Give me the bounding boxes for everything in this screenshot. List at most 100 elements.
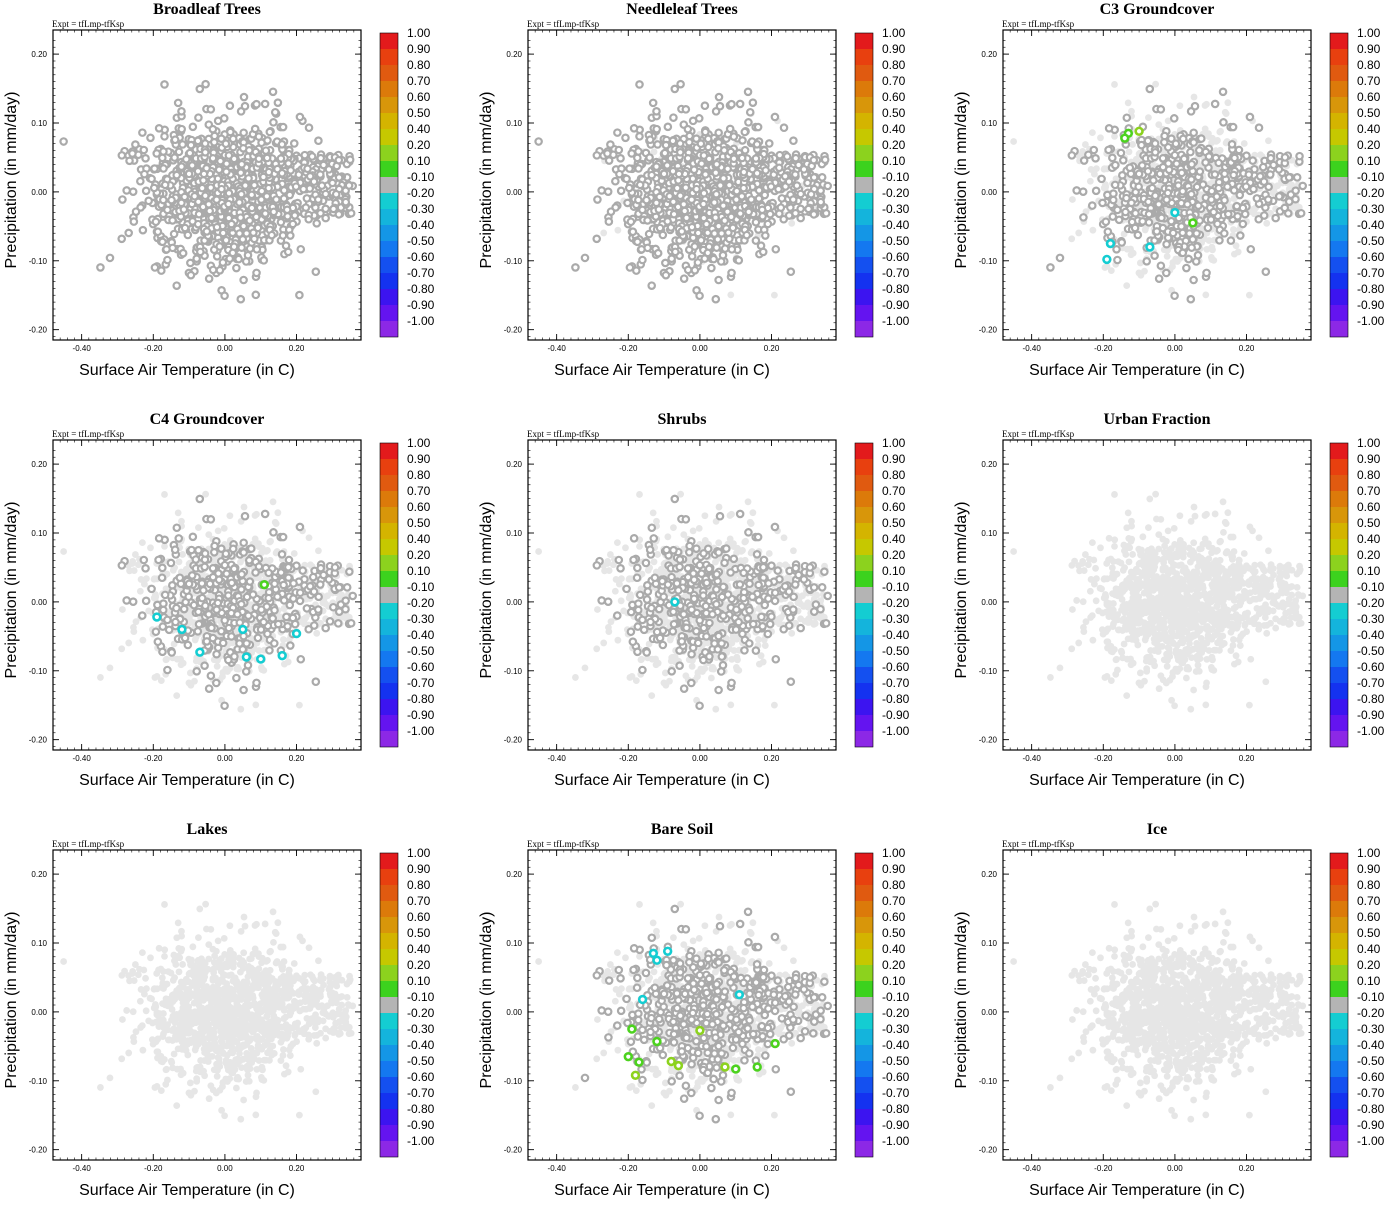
data-point <box>1112 182 1118 188</box>
data-point <box>1236 147 1242 153</box>
data-point <box>309 153 315 159</box>
data-point <box>1210 209 1216 215</box>
data-point <box>647 137 653 143</box>
data-point <box>314 220 320 226</box>
data-point <box>270 119 276 125</box>
colorbar-swatch <box>1330 81 1348 97</box>
data-point <box>535 138 541 144</box>
data-point <box>1181 156 1187 162</box>
highlight-point <box>1136 128 1143 135</box>
data-point <box>240 277 246 283</box>
data-point <box>643 197 649 203</box>
colorbar-swatch <box>855 65 873 81</box>
data-point <box>773 246 779 252</box>
data-point <box>737 101 743 107</box>
data-point <box>692 243 698 249</box>
colorbar: 1.000.900.800.700.600.500.400.200.10-0.1… <box>855 26 910 337</box>
data-point <box>710 256 716 262</box>
data-point <box>1132 210 1138 216</box>
colorbar-swatch <box>855 321 873 337</box>
data-point <box>1089 129 1096 136</box>
data-point <box>1126 148 1133 155</box>
x-axis-label: Surface Air Temperature (in C) <box>79 362 295 379</box>
data-point <box>181 194 187 200</box>
data-point <box>252 701 259 708</box>
data-point <box>1212 171 1218 177</box>
colorbar-swatch <box>1330 161 1348 177</box>
data-point <box>1184 201 1190 207</box>
colorbar-label: 0.10 <box>882 154 906 168</box>
data-point <box>1139 218 1145 224</box>
data-point <box>1145 114 1152 121</box>
data-point <box>794 182 800 188</box>
data-point <box>226 190 232 196</box>
data-point <box>664 162 670 168</box>
chart-title: Needleleaf Trees <box>626 1 738 18</box>
data-point <box>264 155 270 161</box>
data-point <box>754 170 760 176</box>
data-point <box>169 245 175 251</box>
data-point <box>607 141 613 147</box>
data-point <box>189 162 195 168</box>
data-point <box>1254 195 1260 201</box>
colorbar-swatch <box>1330 225 1348 241</box>
data-point <box>1272 215 1278 221</box>
data-point <box>1172 152 1178 158</box>
y-tick-label: 0.20 <box>31 50 47 59</box>
data-point <box>336 211 342 217</box>
data-point <box>1127 165 1133 171</box>
data-point <box>698 141 704 147</box>
colorbar-label: 0.80 <box>407 58 431 72</box>
data-point <box>755 124 761 130</box>
data-point <box>1202 291 1209 298</box>
data-point <box>725 229 731 235</box>
data-point <box>1106 125 1112 131</box>
data-point <box>174 172 180 178</box>
data-point <box>322 206 328 212</box>
data-point <box>161 133 167 139</box>
data-point <box>668 255 674 261</box>
colorbar-swatch <box>1330 97 1348 113</box>
y-tick-label: -0.10 <box>979 257 998 266</box>
data-point <box>1229 141 1235 147</box>
data-point <box>278 155 284 161</box>
colorbar-swatch <box>380 33 398 49</box>
colorbar-label: 0.20 <box>1357 138 1381 152</box>
colorbar-label: 0.40 <box>407 122 431 136</box>
data-point <box>156 125 162 131</box>
data-point <box>663 272 669 278</box>
data-point <box>626 165 632 171</box>
colorbar-label: -0.20 <box>1357 186 1385 200</box>
data-point <box>306 534 313 541</box>
data-point <box>1133 156 1140 163</box>
data-point <box>137 178 143 184</box>
data-point <box>1296 153 1302 159</box>
colorbar-label: -0.90 <box>882 298 910 312</box>
data-point <box>1216 129 1223 136</box>
data-point <box>753 237 759 243</box>
data-point <box>233 265 239 271</box>
data-point <box>685 267 691 273</box>
data-point <box>1286 174 1292 180</box>
data-point <box>624 200 630 206</box>
data-point <box>304 166 310 172</box>
data-point <box>237 214 243 220</box>
data-point <box>1116 217 1122 223</box>
data-point <box>600 230 607 237</box>
data-point <box>139 539 146 546</box>
data-point <box>598 187 604 193</box>
data-point <box>1124 115 1130 121</box>
point-layer <box>60 81 356 302</box>
data-point <box>818 199 824 205</box>
data-point <box>1222 109 1229 116</box>
data-point <box>248 192 254 198</box>
data-point <box>817 187 823 193</box>
data-point <box>623 176 629 182</box>
data-point <box>313 269 319 275</box>
data-point <box>236 199 242 205</box>
colorbar-swatch <box>380 49 398 65</box>
data-point <box>797 191 803 197</box>
data-point <box>608 208 614 214</box>
data-point <box>740 185 746 191</box>
colorbar-swatch <box>380 241 398 257</box>
